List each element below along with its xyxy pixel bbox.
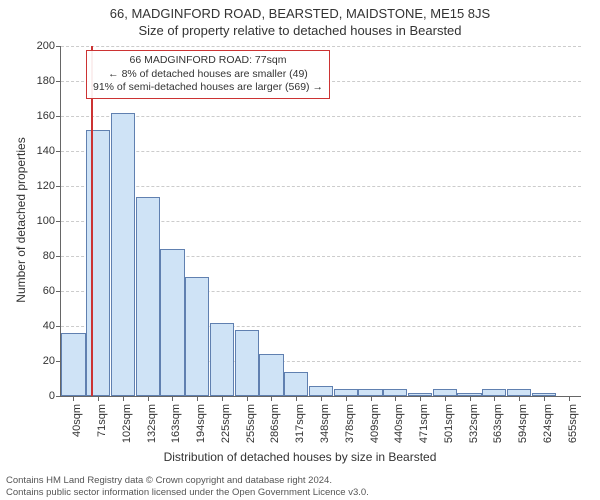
xtick-label: 624sqm	[542, 404, 554, 443]
chart-container: 66, MADGINFORD ROAD, BEARSTED, MAIDSTONE…	[0, 0, 600, 500]
xtick-label: 501sqm	[443, 404, 455, 443]
annotation-line-2: ← 8% of detached houses are smaller (49)	[93, 68, 323, 82]
bar	[433, 389, 457, 396]
footer: Contains HM Land Registry data © Crown c…	[6, 475, 594, 498]
xtick-label: 655sqm	[567, 404, 579, 443]
xtick-label: 102sqm	[121, 404, 133, 443]
bar	[86, 130, 110, 396]
xtick-label: 594sqm	[517, 404, 529, 443]
xtick-mark	[296, 396, 297, 401]
xtick-label: 563sqm	[492, 404, 504, 443]
xtick-mark	[222, 396, 223, 401]
bar	[383, 389, 407, 396]
bar	[507, 389, 531, 396]
xtick-mark	[73, 396, 74, 401]
ytick-label: 140	[37, 145, 61, 157]
ytick-label: 180	[37, 75, 61, 87]
ytick-label: 60	[43, 285, 61, 297]
chart-title: 66, MADGINFORD ROAD, BEARSTED, MAIDSTONE…	[0, 0, 600, 21]
bar	[160, 249, 184, 396]
xtick-mark	[123, 396, 124, 401]
xtick-mark	[346, 396, 347, 401]
footer-line-2: Contains public sector information licen…	[6, 487, 594, 498]
xtick-label: 255sqm	[245, 404, 257, 443]
xtick-label: 532sqm	[468, 404, 480, 443]
ytick-label: 0	[49, 390, 61, 402]
bar	[61, 333, 85, 396]
xtick-mark	[247, 396, 248, 401]
bar	[136, 197, 160, 397]
y-axis-label: Number of detached properties	[14, 137, 28, 302]
annotation-line-1: 66 MADGINFORD ROAD: 77sqm	[93, 54, 323, 68]
bar	[482, 389, 506, 396]
ytick-label: 20	[43, 355, 61, 367]
bar	[210, 323, 234, 397]
xtick-label: 409sqm	[369, 404, 381, 443]
gridline	[61, 151, 581, 152]
ytick-label: 40	[43, 320, 61, 332]
bar	[284, 372, 308, 397]
ytick-label: 160	[37, 110, 61, 122]
bar	[259, 354, 283, 396]
gridline	[61, 116, 581, 117]
plot-region: 02040608010012014016018020040sqm71sqm102…	[60, 46, 580, 396]
xtick-mark	[371, 396, 372, 401]
footer-line-1: Contains HM Land Registry data © Crown c…	[6, 475, 594, 486]
xtick-label: 440sqm	[393, 404, 405, 443]
xtick-label: 348sqm	[319, 404, 331, 443]
xtick-label: 132sqm	[146, 404, 158, 443]
gridline	[61, 46, 581, 47]
xtick-label: 163sqm	[170, 404, 182, 443]
xtick-mark	[395, 396, 396, 401]
bar	[111, 113, 135, 397]
annotation-box: 66 MADGINFORD ROAD: 77sqm ← 8% of detach…	[86, 50, 330, 99]
bar	[185, 277, 209, 396]
chart-subtitle: Size of property relative to detached ho…	[0, 21, 600, 38]
xtick-mark	[172, 396, 173, 401]
xtick-mark	[519, 396, 520, 401]
xtick-mark	[197, 396, 198, 401]
xtick-label: 286sqm	[269, 404, 281, 443]
annotation-line-3: 91% of semi-detached houses are larger (…	[93, 81, 323, 95]
xtick-label: 225sqm	[220, 404, 232, 443]
xtick-mark	[470, 396, 471, 401]
xtick-mark	[445, 396, 446, 401]
xtick-mark	[321, 396, 322, 401]
bar	[334, 389, 358, 396]
xtick-label: 71sqm	[96, 404, 108, 437]
ytick-label: 100	[37, 215, 61, 227]
xtick-mark	[494, 396, 495, 401]
xtick-mark	[271, 396, 272, 401]
xtick-label: 471sqm	[418, 404, 430, 443]
x-axis-label: Distribution of detached houses by size …	[0, 450, 600, 464]
xtick-mark	[569, 396, 570, 401]
ytick-label: 200	[37, 40, 61, 52]
xtick-mark	[420, 396, 421, 401]
ytick-label: 80	[43, 250, 61, 262]
bar	[358, 389, 382, 396]
xtick-label: 194sqm	[195, 404, 207, 443]
ytick-label: 120	[37, 180, 61, 192]
xtick-label: 40sqm	[71, 404, 83, 437]
xtick-mark	[544, 396, 545, 401]
xtick-mark	[98, 396, 99, 401]
xtick-mark	[148, 396, 149, 401]
gridline	[61, 186, 581, 187]
bar	[235, 330, 259, 397]
xtick-label: 317sqm	[294, 404, 306, 443]
xtick-label: 378sqm	[344, 404, 356, 443]
bar	[309, 386, 333, 397]
